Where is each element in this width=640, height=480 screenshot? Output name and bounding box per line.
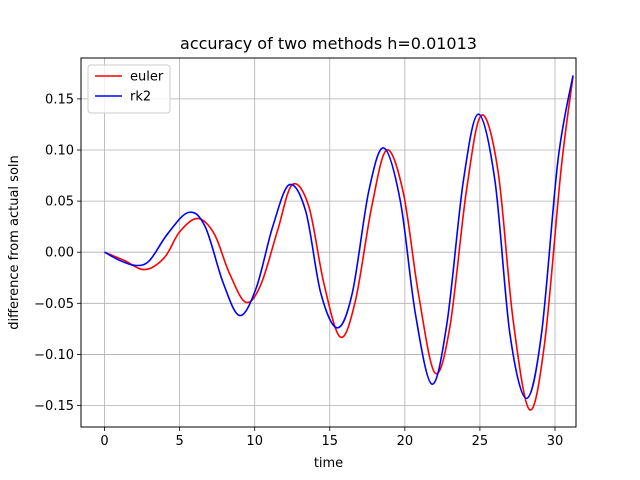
chart-title: accuracy of two methods h=0.01013 [180,34,477,53]
x-axis-label: time [314,456,343,471]
y-tick-label: 0.05 [45,195,74,210]
x-tick-label: 0 [100,434,108,449]
legend-box [87,64,171,114]
legend: euler rk2 [87,64,171,114]
x-tick-label: 15 [322,434,339,449]
x-tick-label: 30 [547,434,564,449]
series-line-euler [104,76,574,411]
y-tick-label: −0.15 [34,399,74,414]
legend-label-rk2: rk2 [130,90,151,105]
plot-area [104,75,574,411]
y-tick-label: −0.05 [34,297,74,312]
y-tick-label: 0.10 [45,143,74,158]
y-tick-label: 0.00 [45,246,74,261]
y-axis: −0.15 −0.10 −0.05 0.00 0.05 0.10 0.15 [34,92,81,414]
x-tick-label: 25 [472,434,489,449]
x-axis: 0 5 10 15 20 25 30 [100,427,563,449]
x-tick-label: 5 [175,434,183,449]
grid [81,58,576,427]
y-tick-label: 0.15 [45,92,74,107]
y-axis-label: difference from actual soln [7,155,22,330]
series-line-rk2 [104,75,574,400]
x-tick-label: 10 [246,434,263,449]
y-tick-label: −0.10 [34,348,74,363]
legend-label-euler: euler [130,70,164,85]
plot-frame [80,57,577,428]
x-tick-label: 20 [397,434,414,449]
